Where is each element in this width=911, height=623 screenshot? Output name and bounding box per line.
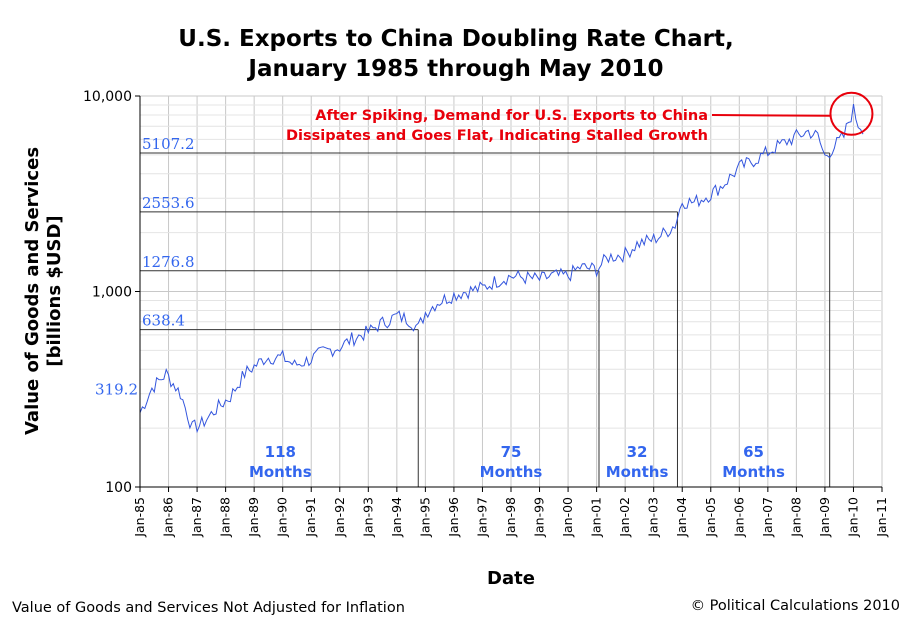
x-tick-label: Jan-05: [703, 497, 718, 538]
period-number: 65: [743, 443, 764, 461]
y-axis-title-line-2: [billions $USD]: [44, 215, 65, 366]
x-tick-label: Jan-09: [817, 497, 832, 538]
annotation-line-1: After Spiking, Demand for U.S. Exports t…: [315, 108, 708, 124]
axes: [135, 95, 883, 492]
x-tick-label: Jan-11: [874, 497, 889, 538]
annotation-circle: [829, 91, 874, 136]
x-tick-label: Jan-96: [446, 497, 461, 538]
x-tick-label: Jan-98: [503, 497, 518, 538]
x-axis-title: Date: [487, 568, 535, 589]
x-tick-label: Jan-89: [246, 497, 261, 538]
x-tick-label: Jan-93: [360, 497, 375, 538]
labels: Jan-85 Jan-86 Jan-87 Jan-88 Jan-89 Jan-90 Jan-…: [83, 89, 889, 538]
y-tick-label: 1,000: [92, 285, 132, 301]
series-line: [139, 104, 864, 434]
x-tick-label: Jan-03: [646, 497, 661, 538]
period-unit: Months: [606, 463, 669, 481]
x-tick-label: Jan-86: [161, 497, 176, 538]
y-axis-title-line-1: Value of Goods and Services: [22, 147, 43, 435]
period-number: 32: [627, 443, 648, 461]
footer-copyright: © Political Calculations 2010: [691, 598, 900, 614]
x-tick-label: Jan-90: [275, 497, 290, 538]
period-unit: Months: [722, 463, 785, 481]
chart-title-line-1: U.S. Exports to China Doubling Rate Char…: [178, 26, 733, 52]
period-number: 118: [265, 443, 296, 461]
x-tick-label: Jan-88: [218, 497, 233, 538]
footer-note: Value of Goods and Services Not Adjusted…: [12, 600, 405, 616]
grid: [139, 95, 883, 488]
x-tick-label: Jan-91: [303, 497, 318, 538]
annotation-pointer: [711, 114, 831, 117]
x-tick-label: Jan-06: [731, 497, 746, 538]
x-tick-label: Jan-01: [589, 497, 604, 538]
chart-title-line-2: January 1985 through May 2010: [246, 56, 663, 82]
x-tick-label: Jan-97: [474, 497, 489, 538]
x-tick-label: Jan-99: [532, 497, 547, 538]
x-tick-label: Jan-92: [332, 497, 347, 538]
series: [139, 104, 864, 434]
period-number: 75: [501, 443, 522, 461]
y-tick-label: 100: [105, 480, 132, 496]
period-unit: Months: [480, 463, 543, 481]
doubling-level-label: 319.2: [95, 380, 138, 398]
y-tick-label: 10,000: [83, 89, 132, 105]
annotation-line-2: Dissipates and Goes Flat, Indicating Sta…: [286, 128, 708, 144]
x-tick-label: Jan-04: [674, 497, 689, 538]
x-tick-label: Jan-87: [189, 497, 204, 538]
x-tick-label: Jan-02: [617, 497, 632, 538]
doubling-level-label: 5107.2: [142, 135, 195, 153]
doubling-level-label: 1276.8: [142, 253, 195, 271]
x-tick-label: Jan-10: [845, 497, 860, 538]
x-tick-label: Jan-00: [560, 497, 575, 538]
x-tick-label: Jan-95: [417, 497, 432, 538]
x-tick-label: Jan-94: [389, 497, 404, 538]
x-tick-label: Jan-85: [132, 497, 147, 538]
doubling-level-label: 638.4: [142, 312, 185, 330]
x-tick-label: Jan-07: [760, 497, 775, 538]
doubling-levels: [140, 152, 831, 487]
doubling-level-label: 2553.6: [142, 194, 195, 212]
period-unit: Months: [249, 463, 312, 481]
x-tick-label: Jan-08: [788, 497, 803, 538]
